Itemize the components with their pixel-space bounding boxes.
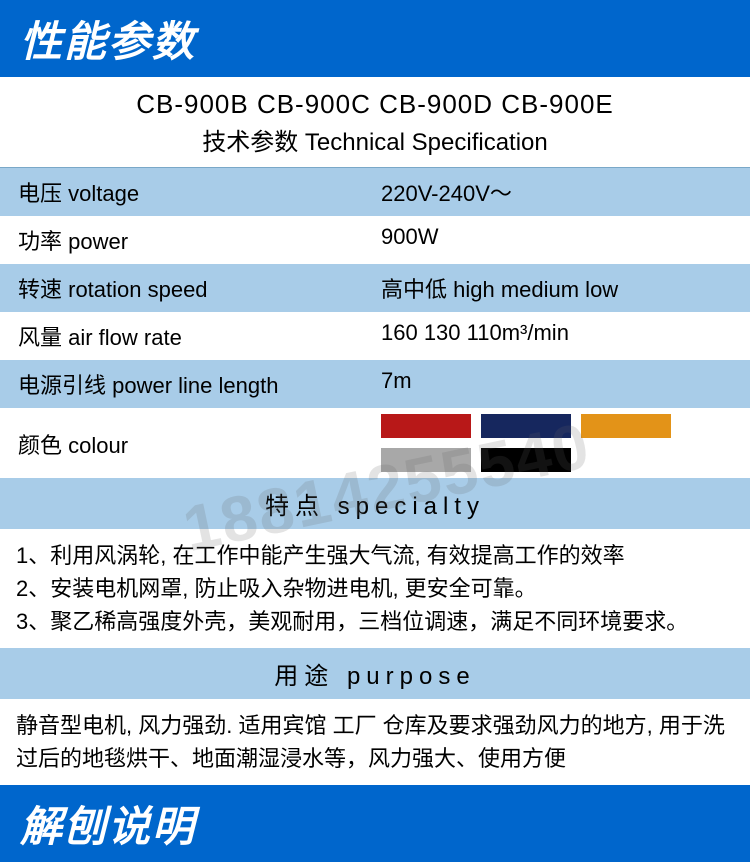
spec-value: 7m (375, 360, 750, 408)
spec-label: 功率 power (0, 216, 375, 264)
spec-value: 160 130 110m³/min (375, 312, 750, 360)
color-swatch (481, 414, 571, 438)
color-swatch (381, 448, 471, 472)
spec-value: 高中低 high medium low (375, 264, 750, 312)
spec-value: 900W (375, 216, 750, 264)
specialty-list: 1、利用风涡轮, 在工作中能产生强大气流, 有效提高工作的效率 2、安装电机网罩… (0, 529, 750, 648)
spec-table: 电压 voltage 220V-240V～ 功率 power 900W 转速 r… (0, 167, 750, 478)
spec-label: 电压 voltage (0, 168, 375, 216)
model-list: CB-900B CB-900C CB-900D CB-900E (0, 77, 750, 122)
table-row: 风量 air flow rate 160 130 110m³/min (0, 312, 750, 360)
spec-label: 转速 rotation speed (0, 264, 375, 312)
table-row: 转速 rotation speed 高中低 high medium low (0, 264, 750, 312)
purpose-text: 静音型电机, 风力强劲. 适用宾馆 工厂 仓库及要求强劲风力的地方, 用于洗过后… (0, 699, 750, 785)
spec-label: 颜色 colour (0, 408, 375, 478)
table-row-colour: 颜色 colour (0, 408, 750, 478)
table-row: 电压 voltage 220V-240V～ (0, 167, 750, 216)
list-item: 3、聚乙稀高强度外壳，美观耐用，三档位调速，满足不同环境要求。 (16, 605, 734, 638)
color-swatch (581, 414, 671, 438)
list-item: 1、利用风涡轮, 在工作中能产生强大气流, 有效提高工作的效率 (16, 539, 734, 572)
subtitle: 技术参数 Technical Specification (0, 122, 750, 167)
table-row: 功率 power 900W (0, 216, 750, 264)
footer-title: 解刨说明 (0, 785, 750, 862)
spec-label: 电源引线 power line length (0, 360, 375, 408)
header-title: 性能参数 (0, 0, 750, 77)
spec-value: 220V-240V～ (375, 168, 750, 216)
color-swatch (381, 414, 471, 438)
table-row: 电源引线 power line length 7m (0, 360, 750, 408)
spec-label: 风量 air flow rate (0, 312, 375, 360)
color-swatch (481, 448, 571, 472)
specialty-title: 特点 specialty (0, 478, 750, 529)
purpose-title: 用途 purpose (0, 648, 750, 699)
list-item: 2、安装电机网罩, 防止吸入杂物进电机, 更安全可靠。 (16, 572, 734, 605)
color-swatches (375, 408, 750, 478)
